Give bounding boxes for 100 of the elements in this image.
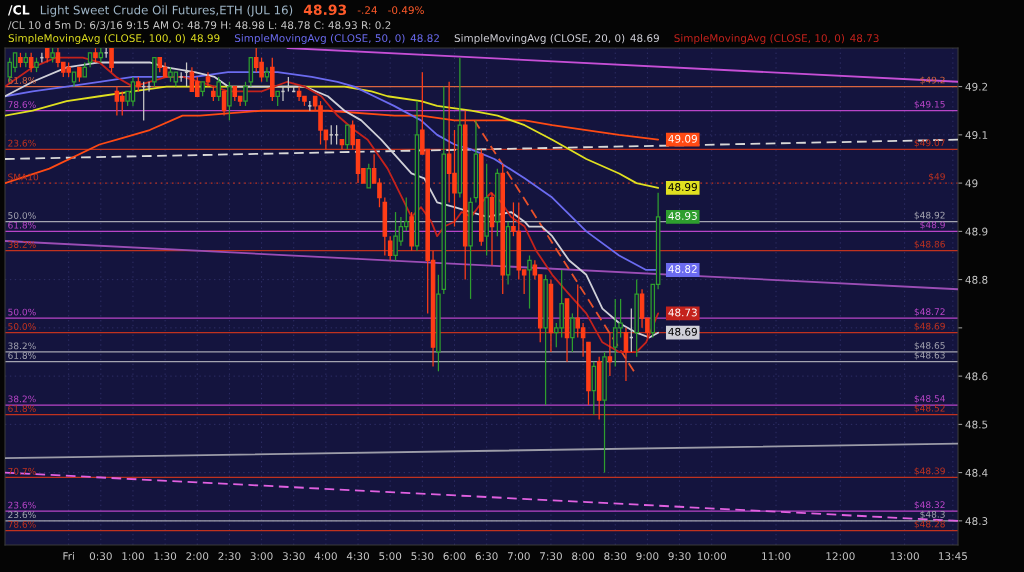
x-tick-label: 0:30 (89, 552, 112, 561)
x-tick-label: 13:45 (938, 552, 967, 561)
x-tick-label: 1:00 (122, 552, 144, 561)
y-tick-label: 48.8 (965, 275, 988, 284)
ref-line-label: $48.69 (914, 322, 945, 331)
annotation: 50.0% (8, 212, 36, 219)
annotation: 61.8% (8, 405, 36, 412)
x-tick-label: 9:00 (636, 552, 659, 561)
candlestick (623, 327, 629, 382)
annotation: 61.8% (8, 221, 36, 229)
x-tick-label: Fri (63, 551, 74, 560)
text: 48.82 (410, 34, 439, 43)
x-tick-label: 10:00 (697, 552, 727, 561)
ref-line-label: $49.07 (914, 139, 945, 148)
x-tick-label: 4:30 (346, 552, 370, 561)
x-tick-label: 8:00 (572, 552, 595, 561)
candlestick (345, 124, 350, 150)
text: 48.93 (303, 4, 347, 16)
candlestick (184, 61, 189, 88)
x-tick-label: 7:00 (507, 552, 530, 561)
y-tick-label: 48.4 (965, 468, 988, 477)
annotation: 50.0% (8, 308, 36, 316)
ref-line-label: $49.15 (914, 100, 945, 109)
text: SimpleMovingAvg (CLOSE, 10, 0) (674, 33, 844, 45)
annotation: 23.6% (8, 501, 36, 509)
x-tick-label: 4:00 (314, 552, 337, 561)
candlestick (109, 48, 114, 73)
ref-line-label: $48.92 (914, 211, 945, 220)
candlestick (119, 90, 125, 117)
x-tick-label: 2:00 (186, 552, 209, 561)
data-label: 48.73 (668, 308, 697, 317)
annotation: 78.6% (8, 101, 36, 108)
y-tick-label: 48.9 (965, 227, 988, 236)
candlestick (575, 283, 581, 339)
ref-line-label: $48.52 (914, 404, 945, 413)
data-label: 48.69 (668, 327, 697, 336)
text: 48.69 (630, 34, 659, 43)
x-tick-label: 2:30 (218, 552, 241, 561)
ref-line-label: $48.32 (914, 501, 945, 510)
candlestick (227, 81, 232, 122)
x-tick-label: 3:00 (250, 552, 273, 561)
annotation: 61.8% (8, 352, 36, 359)
x-tick-label: 1:30 (154, 552, 177, 561)
line-series (5, 109, 660, 185)
annotation: 23.6% (8, 139, 36, 147)
x-tick-label: 5:30 (411, 552, 434, 561)
ref-line-label: $48.3 (920, 510, 945, 519)
candlestick (328, 124, 334, 146)
chart-subtitle: /CL 10 d 5m D: 6/3/16 9:15 AM O: 48.79 H: 48.98 L: 48.78 C: 48.93 R: 0.2 (8, 20, 391, 30)
ref-line-label: $48.54 (914, 394, 945, 404)
text: SimpleMovingAvg (CLOSE, 100, 0) (8, 33, 185, 45)
candlestick (366, 163, 372, 189)
data-label: 48.99 (668, 183, 697, 191)
data-label: 48.82 (668, 265, 697, 273)
candlestick (387, 235, 393, 261)
x-tick-label: 7:30 (540, 552, 562, 561)
annotation: 78.6% (8, 520, 36, 528)
annotation: 23.6% (8, 511, 36, 519)
candlestick (216, 76, 221, 102)
chart-title: Light Sweet Crude Oil Futures,ETH (JUL 16) (40, 5, 293, 17)
text: 48.73 (850, 34, 879, 43)
y-tick-label: 48.3 (965, 517, 988, 525)
ref-line-label: $48.65 (914, 341, 945, 351)
annotation: 38.2% (8, 342, 36, 350)
y-tick-label: 48.5 (965, 420, 988, 429)
annotation: 38.2% (8, 241, 36, 248)
ref-line-label: $48.86 (914, 240, 945, 249)
candlestick (28, 52, 34, 73)
x-tick-label: 8:30 (604, 552, 627, 561)
annotation: 48.93 (668, 212, 697, 220)
ref-line-label: $49 (929, 172, 945, 182)
x-tick-label: 12:00 (826, 552, 855, 561)
annotation: 38.2% (8, 395, 36, 403)
x-tick-label: 6:30 (475, 552, 498, 561)
text: 48.99 (190, 34, 220, 43)
text: -.24 (357, 6, 377, 14)
ref-line-label: $48.28 (914, 520, 945, 529)
x-tick-label: 13:00 (890, 552, 919, 561)
x-tick-label: 3:30 (282, 552, 305, 561)
ref-line-label: $48.39 (914, 467, 945, 476)
candlestick (570, 312, 575, 353)
text: -0.49% (388, 6, 424, 15)
x-tick-label: 6:00 (443, 552, 466, 561)
x-tick-label: 9:30 (668, 552, 691, 561)
candlestick (527, 254, 532, 310)
data-label: 49.09 (668, 134, 697, 143)
annotation: 50.0% (8, 323, 36, 330)
y-tick-label: 48.6 (965, 372, 988, 381)
candlestick (607, 332, 613, 377)
ref-line-label: $48.9 (920, 221, 945, 230)
x-tick-label: 11:00 (762, 552, 791, 561)
y-tick-label: 49.1 (965, 131, 988, 139)
text: SimpleMovingAvg (CLOSE, 20, 0) (454, 33, 625, 45)
x-tick-label: 5:00 (379, 552, 402, 561)
ref-line-label: $48.63 (914, 351, 945, 360)
y-tick-label: 49.2 (965, 82, 988, 91)
candlestick (205, 71, 211, 88)
y-tick-label: 49 (965, 179, 978, 188)
text: /CL (8, 5, 30, 16)
text: SimpleMovingAvg (CLOSE, 50, 0) (234, 33, 405, 45)
